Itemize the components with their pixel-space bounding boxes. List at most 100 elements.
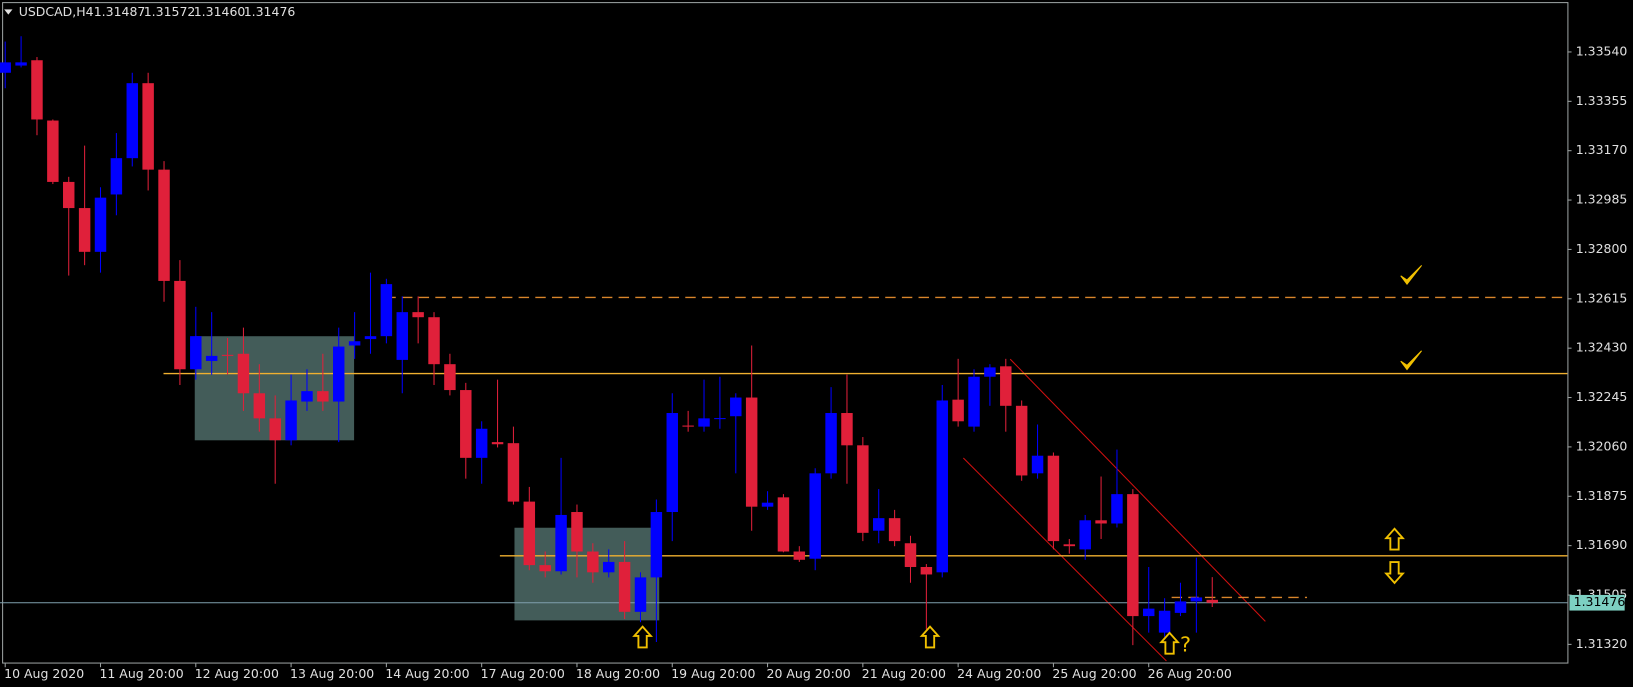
candle-body xyxy=(205,355,218,361)
x-tick-label: 14 Aug 20:00 xyxy=(385,666,469,681)
candle-body xyxy=(444,364,456,391)
candle-body xyxy=(618,561,631,612)
candle-body xyxy=(221,354,234,356)
x-tick-label: 19 Aug 20:00 xyxy=(671,666,755,681)
candle-body xyxy=(793,551,806,560)
candle-body xyxy=(1015,405,1028,476)
x-tick-label: 13 Aug 20:00 xyxy=(290,666,374,681)
y-tick-label: 1.32615 xyxy=(1576,290,1628,305)
ohlc-value: 1.31460 xyxy=(194,4,246,19)
marks: 1.33540 1.33355 1.33170 1.32985 1.32800 1.326… xyxy=(0,36,1627,681)
candle-body xyxy=(1079,520,1091,550)
candle-body xyxy=(777,497,790,552)
candle-body xyxy=(78,208,91,252)
candle-body xyxy=(650,512,663,578)
candle-body xyxy=(1095,520,1107,524)
candle-body xyxy=(968,376,980,427)
candle-body xyxy=(158,169,170,281)
y-tick-label: 1.32800 xyxy=(1576,241,1628,256)
candle-body xyxy=(126,83,138,159)
candle-body xyxy=(761,502,774,507)
candle-body xyxy=(110,158,123,195)
candle-body xyxy=(47,120,59,182)
candle-body xyxy=(1031,455,1044,474)
candle-body xyxy=(936,400,948,573)
candle-body xyxy=(1063,544,1076,547)
y-tick-label: 1.33540 xyxy=(1576,43,1628,58)
y-tick-label: 1.32985 xyxy=(1576,192,1628,207)
candle-body xyxy=(523,501,536,566)
candle-body xyxy=(428,317,440,365)
candle-body xyxy=(1142,608,1155,617)
candle-body xyxy=(571,512,583,552)
ohlc-value: 1.31487 xyxy=(94,4,146,19)
y-tick-label: 1.32060 xyxy=(1576,438,1628,453)
current-price-box xyxy=(1569,594,1625,611)
candle-body xyxy=(698,418,710,427)
x-tick-label: 26 Aug 20:00 xyxy=(1148,666,1232,681)
ohlc-value: 1.31572 xyxy=(144,4,196,19)
candle-body xyxy=(364,336,377,340)
y-tick-label: 1.31875 xyxy=(1576,488,1628,503)
header-toggle[interactable] xyxy=(4,9,13,15)
candle-body xyxy=(809,473,821,559)
candle-body xyxy=(491,442,504,445)
candle-body xyxy=(348,341,361,346)
candle-body xyxy=(253,393,266,419)
y-tick-label: 1.33170 xyxy=(1576,142,1628,157)
candle-body xyxy=(587,551,599,573)
y-tick-label: 1.32430 xyxy=(1576,340,1628,355)
y-tick-label: 1.31690 xyxy=(1576,537,1628,552)
candle-body xyxy=(555,514,567,572)
candle-body xyxy=(666,413,678,513)
symbol-label: USDCAD,H4 xyxy=(19,4,94,19)
candle-body xyxy=(888,518,901,542)
candle-body xyxy=(841,413,853,446)
candle-body xyxy=(317,391,329,402)
candle-body xyxy=(15,62,27,66)
x-tick-label: 24 Aug 20:00 xyxy=(957,666,1041,681)
x-tick-label: 12 Aug 20:00 xyxy=(195,666,279,681)
candle-body xyxy=(984,367,996,377)
current-price-label: 1.31476 xyxy=(1574,594,1626,609)
candle-body xyxy=(396,312,408,360)
candle-body xyxy=(1158,610,1171,633)
candle-body xyxy=(301,391,313,402)
candle-body xyxy=(745,397,758,507)
y-tick-label: 1.33355 xyxy=(1576,93,1628,108)
plot-frame xyxy=(2,2,1569,664)
x-tick-label: 10 Aug 2020 xyxy=(4,666,84,681)
candle-body xyxy=(634,577,647,612)
candle-body xyxy=(380,284,393,337)
x-tick-label: 25 Aug 20:00 xyxy=(1052,666,1136,681)
candle-body xyxy=(1000,366,1012,406)
candle-body xyxy=(825,413,837,474)
candle-body xyxy=(460,390,472,458)
candle-body xyxy=(475,428,488,458)
candle-body xyxy=(603,561,615,573)
x-tick-label: 17 Aug 20:00 xyxy=(481,666,565,681)
candle-body xyxy=(285,400,297,441)
candle-body xyxy=(682,425,694,427)
candle-body xyxy=(412,312,424,318)
candle-body xyxy=(1047,455,1060,542)
channel-line xyxy=(1009,358,1266,622)
candle-body xyxy=(31,60,43,120)
candle-body xyxy=(904,543,917,567)
candle-body xyxy=(333,346,345,402)
candle-body xyxy=(714,418,726,420)
candle-body xyxy=(920,566,933,575)
candle-body xyxy=(0,62,11,73)
candle-body xyxy=(63,181,75,209)
candle-body xyxy=(872,518,885,531)
annotation-text: ? xyxy=(1180,632,1191,656)
candle-body xyxy=(1190,597,1203,602)
candle-body xyxy=(142,83,154,170)
candle-body xyxy=(237,353,250,394)
candle-body xyxy=(1206,599,1218,603)
candle-body xyxy=(857,445,869,533)
candle-body xyxy=(269,418,281,441)
candle-body xyxy=(730,397,742,417)
candle-body xyxy=(1111,494,1123,524)
